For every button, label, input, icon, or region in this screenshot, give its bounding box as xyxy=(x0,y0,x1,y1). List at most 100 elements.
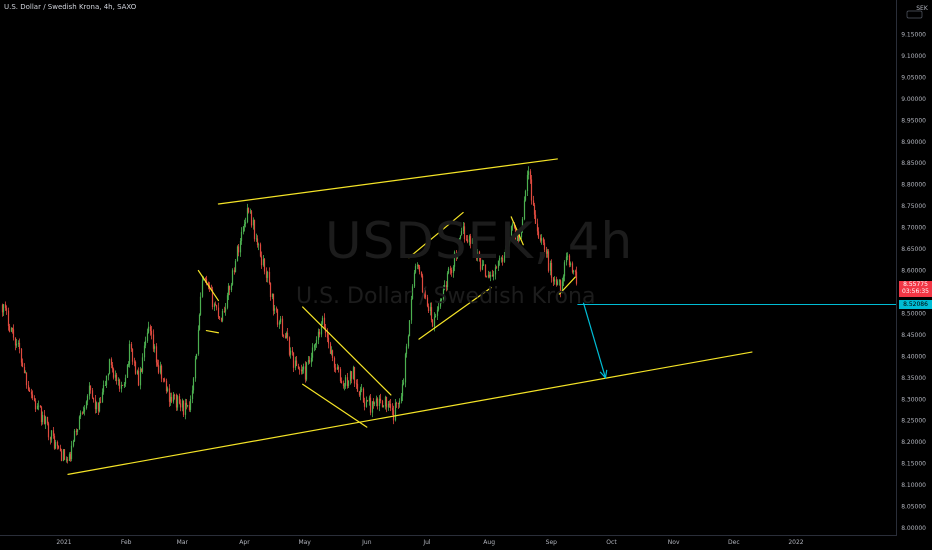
time-tick-label: Apr xyxy=(239,539,250,546)
candle-body xyxy=(420,271,423,276)
candle-body xyxy=(392,410,395,421)
candle-body xyxy=(133,361,136,363)
candle-body xyxy=(384,397,387,407)
level-price-label: 8.52086 xyxy=(903,300,928,308)
candle-body xyxy=(185,402,188,406)
candle-body xyxy=(562,276,565,282)
time-axis[interactable]: 2021 Feb Mar Apr May Jun Jul Aug Sep Oct Nov Dec 202… xyxy=(0,535,897,550)
candle-body xyxy=(179,403,182,408)
candle-body xyxy=(440,298,443,301)
price-tick-label: 8.60000 xyxy=(901,268,926,275)
candle-body xyxy=(237,246,240,253)
candle-body xyxy=(4,304,7,309)
channel-jul-upper[interactable] xyxy=(408,211,464,259)
price-tick-label: 9.10000 xyxy=(901,53,926,60)
candle-body xyxy=(50,430,53,440)
candle-body xyxy=(336,367,339,370)
candle-body xyxy=(253,220,256,239)
candle-body xyxy=(504,249,507,256)
candle-body xyxy=(575,271,578,284)
candle-body xyxy=(231,270,234,285)
candle-body xyxy=(184,402,187,415)
candle-body xyxy=(86,395,89,402)
candle-body xyxy=(465,239,468,240)
candle-body xyxy=(320,323,323,335)
candle-body xyxy=(455,252,458,258)
candle-body xyxy=(379,398,382,401)
candle-body xyxy=(453,252,456,267)
candle-body xyxy=(128,343,131,365)
candle-body xyxy=(260,256,263,266)
candle-body xyxy=(298,368,301,370)
candle-body xyxy=(469,236,472,244)
candle-body xyxy=(62,449,65,461)
wedge-may-lower[interactable] xyxy=(302,383,368,428)
candle-body xyxy=(350,371,353,379)
time-tick-label: Jul xyxy=(422,539,431,546)
forecast-arrow-line[interactable] xyxy=(582,302,607,378)
candle-body xyxy=(530,179,533,201)
candle-body xyxy=(387,403,390,408)
candle-body xyxy=(318,331,321,335)
candle-body xyxy=(553,279,556,282)
candle-body xyxy=(163,379,166,381)
candle-body xyxy=(323,317,326,328)
candle-body xyxy=(378,398,381,407)
price-axis[interactable]: SEK 9.15000 9.10000 9.05000 9.00000 8.95000 8.… xyxy=(896,0,932,550)
candle-body xyxy=(514,227,517,242)
candle-body xyxy=(278,322,281,325)
price-tick-label: 8.70000 xyxy=(901,225,926,232)
flag-aug-upper[interactable] xyxy=(510,216,524,246)
candle-body xyxy=(15,343,18,346)
candle-body xyxy=(112,368,115,378)
candle-body xyxy=(466,239,469,243)
upper-channel-line[interactable] xyxy=(217,158,558,205)
candle-body xyxy=(275,308,278,310)
candle-body xyxy=(20,349,23,363)
candle-body xyxy=(147,326,150,333)
candle-body xyxy=(21,362,24,367)
time-tick-label: Mar xyxy=(177,539,189,546)
candle-body xyxy=(234,261,237,273)
candle-body xyxy=(89,385,92,391)
candle-body xyxy=(311,347,314,358)
flag-mar-upper[interactable] xyxy=(197,269,220,302)
time-tick-label: Jun xyxy=(361,539,372,546)
candle-body xyxy=(346,377,349,387)
candle-body xyxy=(276,309,279,325)
candle-body xyxy=(121,384,124,386)
candle-body xyxy=(233,270,236,273)
candle-body xyxy=(85,401,88,409)
candle-body xyxy=(199,296,202,315)
symbol-title[interactable]: U.S. Dollar / Swedish Krona, 4h, SAXO xyxy=(4,3,137,11)
wedge-may-upper[interactable] xyxy=(302,306,392,396)
currency-badge-outline[interactable] xyxy=(906,10,923,19)
lower-channel-line[interactable] xyxy=(67,351,753,475)
candle-body xyxy=(130,343,133,349)
price-tick-label: 8.45000 xyxy=(901,332,926,339)
candle-body xyxy=(194,358,197,379)
candle-body xyxy=(472,239,475,249)
candle-body xyxy=(308,360,311,363)
candle-body xyxy=(153,346,156,349)
flag-sep-lower[interactable] xyxy=(558,276,576,295)
candle-body xyxy=(433,317,436,327)
candle-body xyxy=(24,372,27,374)
candle-body xyxy=(497,260,500,268)
flag-mar-lower[interactable] xyxy=(205,329,220,334)
candle-body xyxy=(266,271,269,278)
channel-jul-lower[interactable] xyxy=(418,287,492,340)
candle-body xyxy=(381,400,384,408)
candle-body xyxy=(79,412,82,417)
trendline-drawings[interactable] xyxy=(67,158,899,475)
candle-body xyxy=(416,264,419,267)
candle-body xyxy=(302,366,305,370)
forecast-arrow-head[interactable] xyxy=(599,369,608,380)
candle-body xyxy=(76,429,79,432)
level-price-tag: 8.52086 xyxy=(899,299,932,309)
candle-body xyxy=(524,191,527,201)
candle-body xyxy=(41,415,44,423)
candle-body xyxy=(375,398,378,403)
candle-body xyxy=(69,454,72,460)
